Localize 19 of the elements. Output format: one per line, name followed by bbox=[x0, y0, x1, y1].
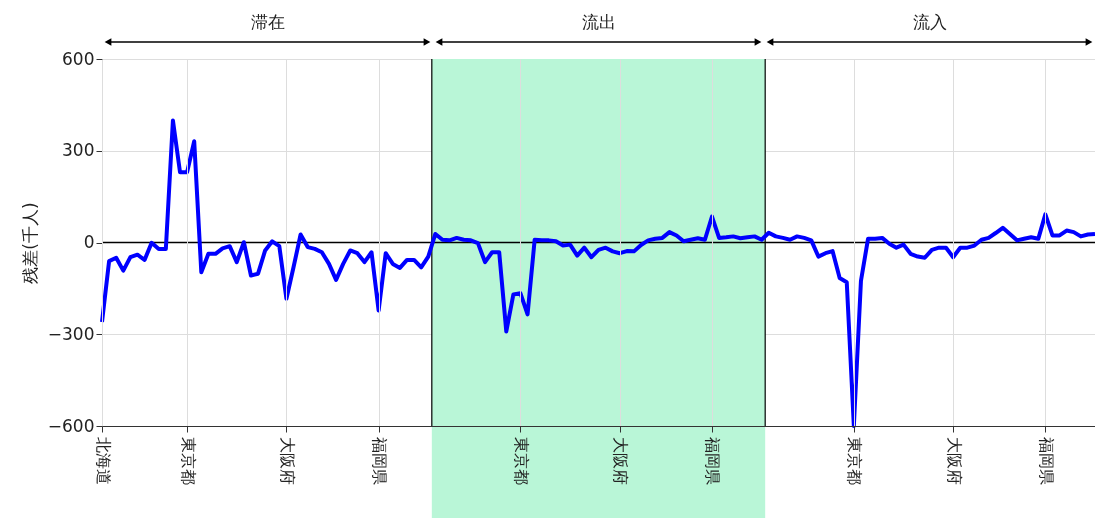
x-tick-label: 大阪府 bbox=[277, 436, 297, 485]
x-tick-label: 福岡県 bbox=[370, 436, 390, 485]
y-axis-title: 残差(千人) bbox=[19, 202, 40, 284]
x-tick-label: 東京都 bbox=[178, 436, 198, 485]
y-tick-label: 600 bbox=[62, 48, 95, 69]
y-tick-label: 0 bbox=[83, 232, 95, 252]
y-tick-label: −600 bbox=[47, 415, 95, 436]
x-tick-label: 大阪府 bbox=[611, 436, 631, 485]
y-tick-label: −300 bbox=[47, 323, 95, 344]
x-tick-label: 東京都 bbox=[511, 436, 531, 485]
x-tick-label: 大阪府 bbox=[944, 436, 964, 485]
text: 流出 bbox=[581, 12, 616, 32]
text: 滞在 bbox=[250, 12, 285, 32]
text: 流入 bbox=[912, 12, 947, 32]
x-tick-label: 北海道 bbox=[93, 436, 113, 485]
x-tick-label: 東京都 bbox=[845, 436, 865, 485]
y-tick-label: 300 bbox=[62, 140, 95, 161]
x-tick-label: 福岡県 bbox=[1036, 436, 1056, 485]
x-tick-label: 福岡県 bbox=[703, 436, 723, 485]
